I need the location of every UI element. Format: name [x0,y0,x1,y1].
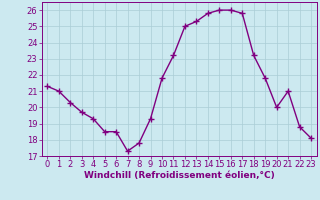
X-axis label: Windchill (Refroidissement éolien,°C): Windchill (Refroidissement éolien,°C) [84,171,275,180]
